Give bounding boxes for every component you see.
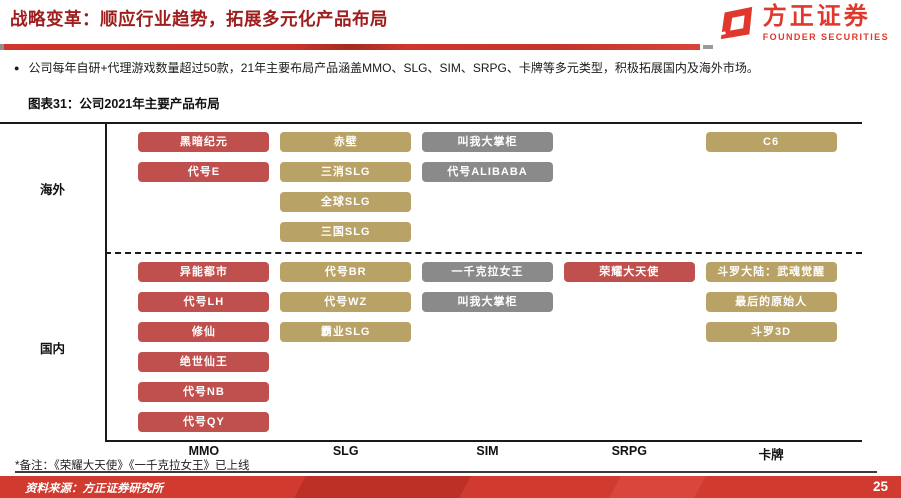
product-box: 荣耀大天使 <box>563 262 695 282</box>
founder-logo: 方正证券 FOUNDER SECURITIES <box>717 2 889 42</box>
product-box: 黑暗纪元 <box>138 132 270 152</box>
bullet-text: 公司每年自研+代理游戏数量超过50款，21年主要布局产品涵盖MMO、SLG、SI… <box>28 61 759 75</box>
column-label-card: 卡牌 <box>758 448 784 462</box>
footer-accent-dark <box>292 476 473 498</box>
product-box: 赤壁 <box>280 132 412 152</box>
page-number: 25 <box>872 479 888 494</box>
product-box: 斗罗3D <box>705 322 837 342</box>
bullet-row: ● 公司每年自研+代理游戏数量超过50款，21年主要布局产品涵盖MMO、SLG、… <box>14 60 889 76</box>
product-box: 代号LH <box>138 292 270 312</box>
column-overseas-SRPG <box>558 132 700 252</box>
product-box: 代号QY <box>138 412 270 432</box>
region-domestic-columns: 异能都市 代号LH 修仙 绝世仙王 代号NB 代号QY 代号BR 代号WZ 霸业SLG 一千克拉女… <box>105 254 862 440</box>
product-box: 代号BR <box>280 262 412 282</box>
column-overseas-card: C6 <box>700 132 842 252</box>
region-label: 国内 <box>39 341 65 356</box>
column-overseas-SLG: 赤壁三消SLG 全球SLG 三国SLG <box>275 132 417 252</box>
region-overseas-columns: 黑暗纪元 代号E 赤壁 三消SLG 全球SLG 三国SLG 叫我大掌柜 代号ALIBABA C6 <box>105 124 862 252</box>
column-label-MMO: MMO <box>188 444 220 458</box>
product-box: 叫我大掌柜 <box>421 132 553 152</box>
column-overseas-MMO: 黑暗纪元代号E <box>133 132 275 252</box>
footer-accent-light <box>607 476 708 498</box>
product-box: 代号ALIBABA <box>421 162 553 182</box>
founder-logo-icon <box>717 6 752 40</box>
product-box: 代号WZ <box>280 292 412 312</box>
column-domestic-SIM: 一千克拉女王 叫我大掌柜 <box>417 262 559 440</box>
product-box: 异能都市 <box>138 262 270 282</box>
column-domestic-SRPG: 荣耀大天使 <box>558 262 700 440</box>
footnote: *备注：《荣耀大天使》《一千克拉女王》已上线 <box>15 460 250 472</box>
column-overseas-SIM: 叫我大掌柜代号ALIBABA <box>417 132 559 252</box>
column-label-SLG: SLG <box>332 444 359 458</box>
column-domestic-card: 斗罗大陆：武魂觉醒 最后的原始人 斗罗3D <box>700 262 842 440</box>
product-box: 代号NB <box>138 382 270 402</box>
product-box: 代号E <box>138 162 270 182</box>
matrix-left-border <box>105 124 107 442</box>
product-box: 一千克拉女王 <box>421 262 553 282</box>
product-box: 霸业SLG <box>280 322 412 342</box>
matrix-dashed-divider <box>105 252 862 254</box>
title-divider-gray-tail <box>703 45 713 49</box>
region-overseas: 海外 黑暗纪元 代号E 赤壁 三消SLG 全球SLG 三国SLG 叫我大掌柜 代号ALIBAB… <box>0 124 862 252</box>
product-box: 最后的原始人 <box>705 292 837 312</box>
product-box: 三消SLG <box>280 162 412 182</box>
region-label: 海外 <box>39 182 65 197</box>
product-box: 全球SLG <box>280 192 412 212</box>
product-box: 修仙 <box>138 322 270 342</box>
logo-en-text: FOUNDER SECURITIES <box>762 31 889 42</box>
footer-source: 资料来源：方正证券研究所 <box>25 483 163 495</box>
product-box: 绝世仙王 <box>138 352 270 372</box>
product-box: 叫我大掌柜 <box>421 292 553 312</box>
column-domestic-MMO: 异能都市代号LH 修仙绝世仙王代号NB 代号QY <box>133 262 275 440</box>
footer-bar: 资料来源：方正证券研究所 25 <box>0 476 901 498</box>
footnote-divider <box>15 471 877 473</box>
figure-title: 图表31：公司2021年主要产品布局 <box>28 97 220 111</box>
matrix-bottom-border <box>105 440 862 442</box>
column-domestic-SLG: 代号BR 代号WZ 霸业SLG <box>275 262 417 440</box>
column-label-SRPG: SRPG <box>611 444 647 458</box>
product-matrix: 海外 黑暗纪元 代号E 赤壁 三消SLG 全球SLG 三国SLG 叫我大掌柜 代号ALIBAB… <box>0 122 862 442</box>
product-box: C6 <box>705 132 837 152</box>
column-labels: MMO SLG SIM SRPG 卡牌 <box>105 444 862 463</box>
logo-cn-text: 方正证券 <box>762 2 871 30</box>
product-box: 斗罗大陆：武魂觉醒 <box>705 262 837 282</box>
column-label-SIM: SIM <box>476 444 499 458</box>
page-title: 战略变革：顺应行业趋势，拓展多元化产品布局 <box>10 9 388 29</box>
title-divider <box>0 44 700 50</box>
region-domestic: 国内 异能都市 代号LH 修仙 绝世仙王 代号NB 代号QY 代号BR 代号WZ 霸业SLG 一千… <box>0 254 862 440</box>
product-box: 三国SLG <box>280 222 412 242</box>
bullet-dot-icon: ● <box>14 63 20 73</box>
